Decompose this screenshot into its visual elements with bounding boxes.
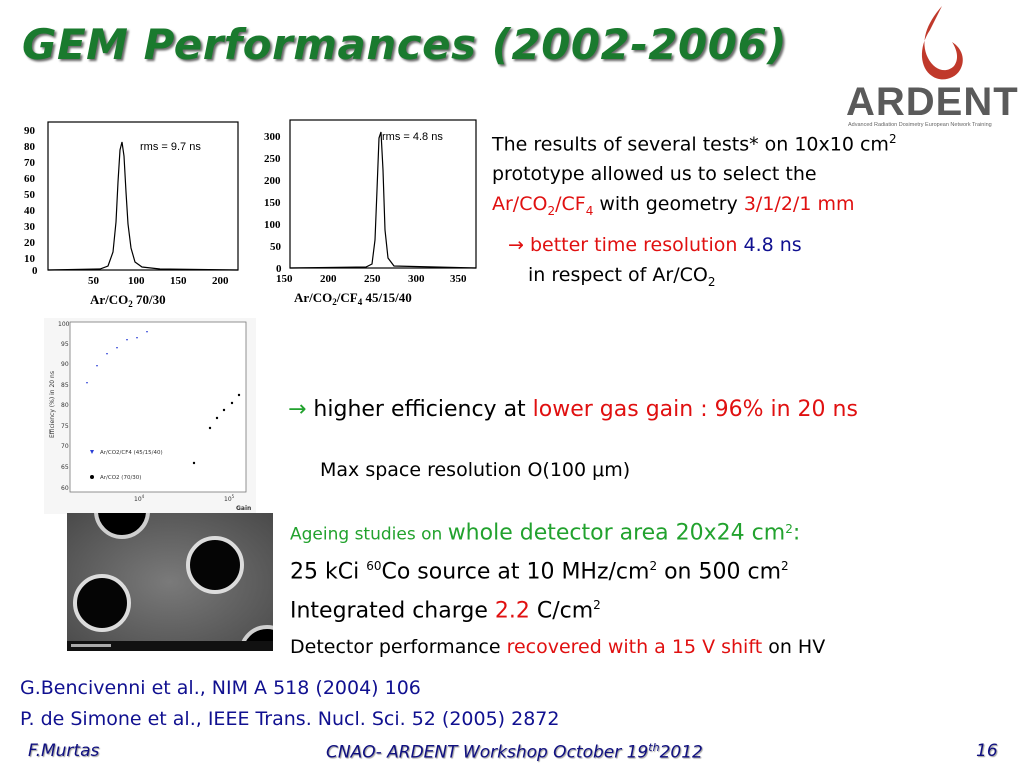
ytick: 50 xyxy=(24,189,36,201)
legend-entry: Ar/CO2/CF4 (45/15/40) xyxy=(100,450,163,456)
xtick: 250 xyxy=(364,273,381,285)
ytick: 65 xyxy=(61,464,69,471)
ytick: 70 xyxy=(61,443,69,450)
right-arrow-icon: → xyxy=(508,234,524,256)
gem-foil-microscope-image xyxy=(67,513,273,651)
ardent-logo: ARDENT Advanced Radiation Dosimetry Euro… xyxy=(842,2,1018,130)
ytick: 90 xyxy=(61,361,69,368)
results-line-3: Ar/CO2/CF4 with geometry 3/1/2/1 mm xyxy=(492,193,855,219)
ytick: 30 xyxy=(24,221,36,233)
time-histogram-arco2cf4: 300 250 200 150 100 50 0 150 200 250 300… xyxy=(262,110,482,312)
time-histogram-arco2: 90 80 70 60 50 40 30 20 10 0 50 100 150 … xyxy=(10,112,246,312)
ytick: 10 xyxy=(24,253,36,265)
time-resolution-line-1: → better time resolution 4.8 ns xyxy=(508,234,802,256)
footer-author: F.Murtas xyxy=(28,741,100,761)
ytick: 60 xyxy=(24,173,36,185)
ytick: 75 xyxy=(61,423,69,430)
flame-icon xyxy=(921,6,963,80)
x-axis-label: Ar/CO2/CF4 45/15/40 xyxy=(294,290,412,307)
results-line-2: prototype allowed us to select the xyxy=(492,163,817,186)
ytick: 85 xyxy=(61,382,69,389)
xtick: 150 xyxy=(170,275,187,287)
rms-label: rms = 4.8 ns xyxy=(382,131,443,143)
xtick: 350 xyxy=(450,273,467,285)
ytick: 100 xyxy=(58,321,70,328)
ytick: 40 xyxy=(24,205,36,217)
xtick: 300 xyxy=(408,273,425,285)
ytick: 80 xyxy=(24,141,36,153)
y-axis-label: Efficiency (%) in 20 ns xyxy=(49,371,56,438)
ytick: 300 xyxy=(264,131,281,143)
ytick: 20 xyxy=(24,237,36,249)
space-resolution-text: Max space resolution O(100 μm) xyxy=(320,459,631,481)
right-arrow-icon: → xyxy=(288,397,307,422)
reference-2: P. de Simone et al., IEEE Trans. Nucl. S… xyxy=(20,708,560,730)
ytick: 150 xyxy=(264,197,281,209)
ytick: 50 xyxy=(270,241,282,253)
ytick: 0 xyxy=(32,265,38,277)
time-resolution-point: → better time resolution 4.8 ns in respe… xyxy=(508,230,802,297)
ytick: 90 xyxy=(24,125,36,137)
ageing-line-3: Integrated charge 2.2 C/cm2 xyxy=(290,597,601,623)
xtick: 150 xyxy=(276,273,293,285)
ytick: 70 xyxy=(24,157,36,169)
efficiency-point: → higher efficiency at lower gas gain : … xyxy=(288,397,858,422)
ytick: 250 xyxy=(264,153,281,165)
efficiency-vs-gain-plot: 100 95 90 85 80 75 70 65 60 104 105 Gain… xyxy=(44,318,256,514)
ytick: 80 xyxy=(61,402,69,409)
xtick: 100 xyxy=(128,275,145,287)
ageing-block: Ageing studies on whole detector area 20… xyxy=(290,513,800,627)
rms-label: rms = 9.7 ns xyxy=(140,141,201,153)
ytick: 0 xyxy=(276,263,282,275)
xtick: 105 xyxy=(224,494,235,503)
xtick: 200 xyxy=(212,275,229,287)
ytick: 95 xyxy=(61,341,69,348)
logo-tagline: Advanced Radiation Dosimetry European Ne… xyxy=(848,122,992,128)
results-line-1: The results of several tests* on 10x10 c… xyxy=(492,132,897,156)
xtick: 50 xyxy=(88,275,100,287)
slide-number: 16 xyxy=(976,741,998,761)
legend-entry: Ar/CO2 (70/30) xyxy=(100,475,141,481)
footer-event: CNAO- ARDENT Workshop October 19th2012 xyxy=(326,741,703,763)
results-paragraph: The results of several tests* on 10x10 c… xyxy=(492,124,897,226)
x-axis-label: Gain xyxy=(236,505,251,512)
xtick: 200 xyxy=(320,273,337,285)
ytick: 200 xyxy=(264,175,281,187)
xtick: 104 xyxy=(134,494,145,503)
time-resolution-line-2: in respect of Ar/CO2 xyxy=(528,264,716,289)
ytick: 60 xyxy=(61,485,69,492)
reference-1: G.Bencivenni et al., NIM A 518 (2004) 10… xyxy=(20,677,421,699)
x-axis-label: Ar/CO2 70/30 xyxy=(90,292,166,309)
recovery-text: Detector performance recovered with a 15… xyxy=(290,636,826,658)
ageing-line-1: Ageing studies on whole detector area 20… xyxy=(290,520,801,546)
page-title: GEM Performances (2002-2006) xyxy=(22,20,787,69)
ageing-line-2: 25 kCi 60Co source at 10 MHz/cm2 on 500 … xyxy=(290,559,789,585)
logo-wordmark: ARDENT xyxy=(846,80,1019,124)
ytick: 100 xyxy=(264,219,281,231)
